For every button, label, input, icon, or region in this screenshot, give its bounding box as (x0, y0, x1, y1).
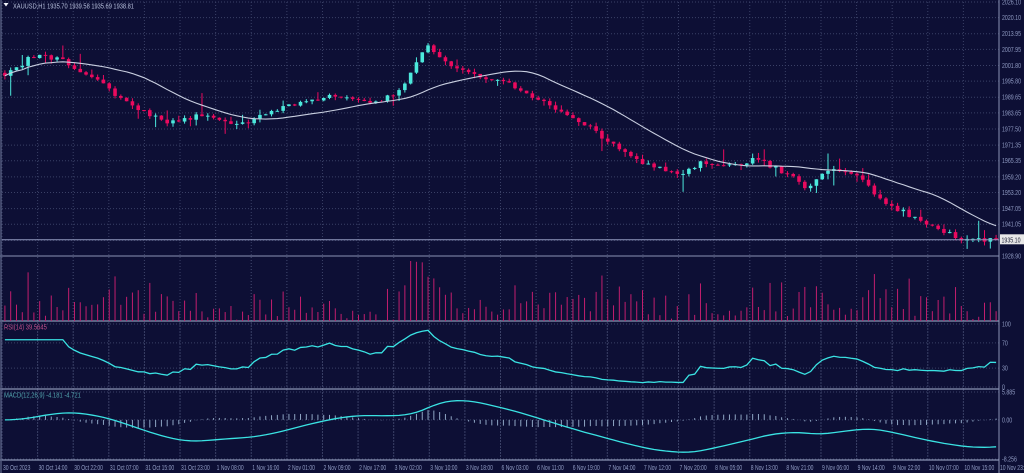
svg-text:5.885: 5.885 (1002, 389, 1016, 397)
svg-text:1995.80: 1995.80 (1002, 78, 1021, 86)
svg-text:-8.256: -8.256 (1002, 456, 1017, 464)
svg-text:100: 100 (1002, 321, 1011, 329)
svg-text:1 Nov 16:00: 1 Nov 16:00 (252, 464, 280, 472)
svg-text:1953.20: 1953.20 (1002, 189, 1021, 197)
svg-text:MACD(12,26,9) -4.181 -4.721: MACD(12,26,9) -4.181 -4.721 (4, 392, 81, 400)
svg-text:6 Nov 11:00: 6 Nov 11:00 (537, 464, 564, 472)
svg-text:8 Nov 05:00: 8 Nov 05:00 (715, 464, 743, 472)
svg-text:0.00: 0.00 (1002, 417, 1013, 425)
svg-text:2 Nov 09:00: 2 Nov 09:00 (323, 464, 351, 472)
svg-text:30 Oct 14:00: 30 Oct 14:00 (39, 464, 68, 472)
svg-text:2026.10: 2026.10 (1002, 0, 1021, 7)
svg-text:2007.95: 2007.95 (1002, 46, 1021, 54)
svg-text:1971.35: 1971.35 (1002, 142, 1021, 150)
svg-text:31 Oct 23:00: 31 Oct 23:00 (181, 464, 210, 472)
svg-text:2013.95: 2013.95 (1002, 31, 1021, 39)
svg-text:7 Nov 04:00: 7 Nov 04:00 (608, 464, 636, 472)
svg-text:1983.65: 1983.65 (1002, 110, 1021, 118)
svg-text:2020.10: 2020.10 (1002, 14, 1021, 22)
svg-text:1928.90: 1928.90 (1002, 253, 1021, 261)
svg-text:1941.05: 1941.05 (1002, 221, 1021, 229)
svg-text:10 Nov 15:00: 10 Nov 15:00 (964, 464, 994, 472)
svg-text:3 Nov 02:00: 3 Nov 02:00 (395, 464, 423, 472)
svg-text:31 Oct 07:00: 31 Oct 07:00 (110, 464, 139, 472)
svg-text:RSI(14) 39.5645: RSI(14) 39.5645 (4, 324, 47, 332)
svg-text:70: 70 (1002, 340, 1008, 348)
svg-text:2 Nov 17:00: 2 Nov 17:00 (359, 464, 387, 472)
svg-text:7 Nov 20:00: 7 Nov 20:00 (680, 464, 708, 472)
svg-text:30 Oct 2023: 30 Oct 2023 (3, 464, 31, 472)
svg-text:31 Oct 15:00: 31 Oct 15:00 (145, 464, 174, 472)
svg-text:2001.80: 2001.80 (1002, 62, 1021, 70)
svg-text:8 Nov 13:00: 8 Nov 13:00 (751, 464, 779, 472)
svg-text:1 Nov 08:00: 1 Nov 08:00 (217, 464, 245, 472)
svg-text:6 Nov 19:00: 6 Nov 19:00 (573, 464, 601, 472)
svg-text:9 Nov 22:00: 9 Nov 22:00 (893, 464, 921, 472)
svg-text:10 Nov 07:00: 10 Nov 07:00 (929, 464, 959, 472)
svg-text:9 Nov 14:00: 9 Nov 14:00 (858, 464, 886, 472)
svg-text:3 Nov 18:00: 3 Nov 18:00 (466, 464, 494, 472)
svg-text:8 Nov 21:00: 8 Nov 21:00 (786, 464, 814, 472)
svg-text:XAUUSD,H1 1935.70 1939.58 19: XAUUSD,H1 1935.70 1939.58 1935.69 1938.8… (13, 3, 134, 11)
svg-text:1947.05: 1947.05 (1002, 205, 1021, 213)
svg-text:1989.65: 1989.65 (1002, 94, 1021, 102)
svg-text:7 Nov 12:00: 7 Nov 12:00 (644, 464, 672, 472)
svg-text:9 Nov 06:00: 9 Nov 06:00 (822, 464, 850, 472)
svg-text:2 Nov 01:00: 2 Nov 01:00 (288, 464, 316, 472)
svg-text:1935.10: 1935.10 (1002, 237, 1021, 245)
svg-text:30: 30 (1002, 365, 1008, 373)
svg-text:3 Nov 10:00: 3 Nov 10:00 (430, 464, 458, 472)
svg-text:1959.20: 1959.20 (1002, 174, 1021, 182)
svg-text:1965.35: 1965.35 (1002, 158, 1021, 166)
svg-text:10 Nov 23:00: 10 Nov 23:00 (1000, 464, 1024, 472)
svg-text:30 Oct 22:00: 30 Oct 22:00 (74, 464, 103, 472)
svg-text:6 Nov 03:00: 6 Nov 03:00 (502, 464, 530, 472)
svg-text:1977.50: 1977.50 (1002, 126, 1021, 134)
